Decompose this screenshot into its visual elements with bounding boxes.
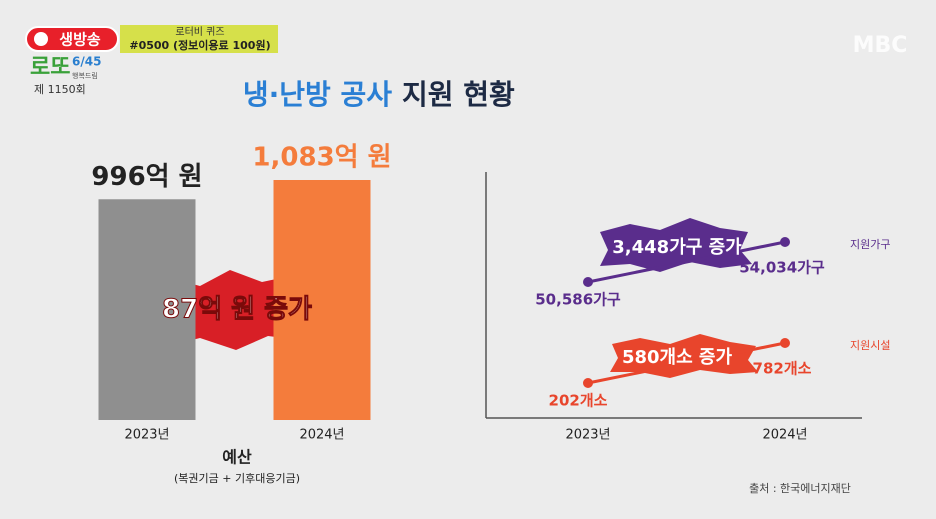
value-label: 202개소 (549, 392, 608, 410)
subtitle: (복권기금 + 기후대응기금) (174, 472, 300, 485)
value-label: 996억 원 (91, 162, 202, 192)
value-label: 782개소 (753, 360, 812, 378)
legend-label: 지원시설 (850, 339, 890, 352)
point (780, 237, 790, 247)
lotto-game: 6/45 (72, 55, 101, 69)
quiz-box (120, 25, 278, 53)
title-highlight: 냉·난방 공사 (243, 78, 392, 111)
annotation: 580개소 증가 (622, 347, 733, 368)
lotto-round: 제 1150회 (34, 83, 86, 96)
bar (98, 199, 196, 420)
series-line (587, 341, 786, 385)
x-tick-label: 2024년 (299, 428, 344, 443)
live-label: 생방송 (59, 31, 101, 49)
lotto-logo: 로또 (30, 55, 70, 80)
x-tick-label: 2023년 (565, 428, 610, 443)
annotation-burst (610, 334, 758, 378)
annotation-burst (600, 218, 752, 272)
value-label: 50,586가구 (535, 291, 621, 309)
x-tick-label: 2024년 (762, 428, 807, 443)
annotation: 3,448가구 증가 (612, 237, 742, 258)
title-rest: 지원 현황 (402, 78, 515, 111)
x-axis-label: 예산 (222, 448, 252, 467)
live-icon (34, 32, 48, 46)
legend-label: 지원가구 (850, 238, 890, 251)
point (583, 378, 593, 388)
value-label: 1,083억 원 (252, 143, 391, 173)
live-badge (25, 26, 119, 52)
x-tick-label: 2023년 (124, 428, 169, 443)
bar (273, 180, 371, 420)
series-line (587, 240, 786, 284)
channel-logo: MBC (853, 33, 908, 58)
source: 출처 : 한국에너지재단 (749, 482, 851, 495)
point (583, 277, 593, 287)
lotto-brand: 행복드림 (72, 71, 98, 80)
point (780, 338, 790, 348)
quiz-label: 로터비 퀴즈 (175, 26, 224, 38)
annotation: 87억 원 증가 (162, 295, 312, 325)
quiz-number: #0500 (정보이용료 100원) (129, 38, 270, 52)
value-label: 54,034가구 (739, 259, 825, 277)
